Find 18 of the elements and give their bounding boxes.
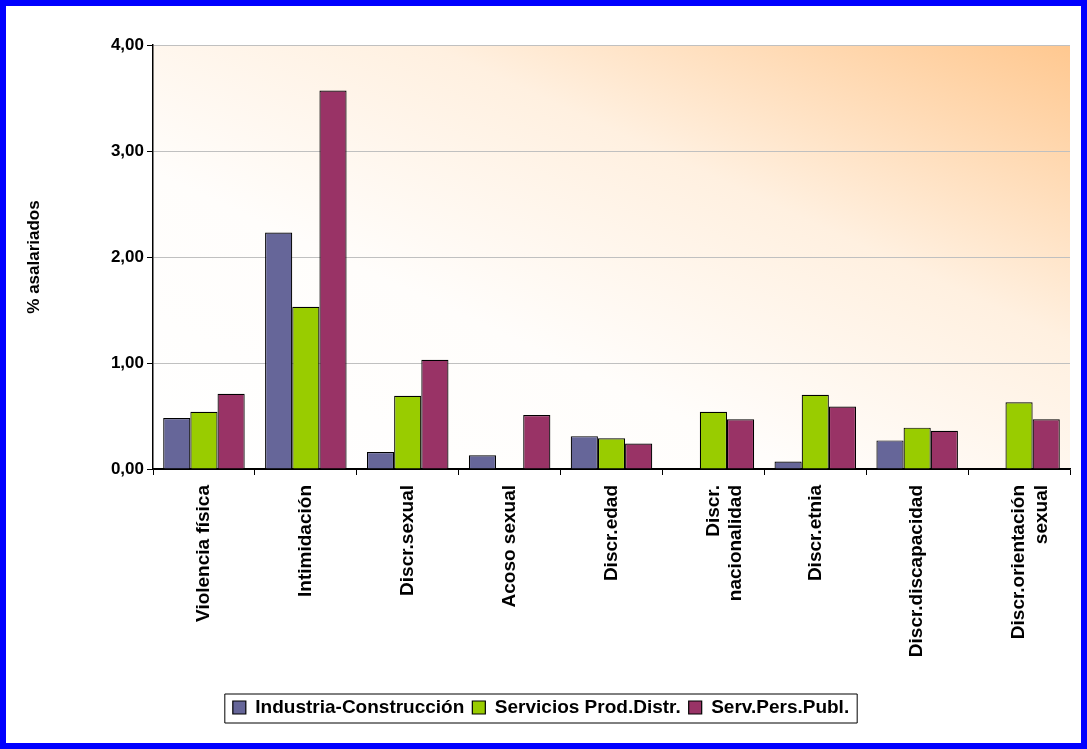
legend-label: Industria-Construcción [255, 695, 465, 717]
legend-label: Servicios Prod.Distr. [494, 695, 681, 717]
y-tick-label: 1,00 [110, 352, 144, 372]
legend-label: Serv.Pers.Publ. [711, 695, 850, 717]
y-tick-label: 0,00 [110, 458, 144, 478]
x-tick-label: Discr.etnia [803, 484, 825, 582]
x-tick-label: Discr.sexual [395, 485, 417, 596]
y-tick-label: 3,00 [110, 140, 144, 160]
x-tick-label: Violencia física [192, 484, 214, 622]
y-tick-label: 4,00 [110, 34, 144, 54]
x-tick-label: Intimidación [294, 485, 316, 597]
x-tick-label: Discr.discapacidad [905, 485, 927, 658]
y-axis-title: % asalariados [23, 200, 43, 314]
y-tick-label: 2,00 [110, 246, 144, 266]
x-tick-label: Discr. nacionalidad [701, 485, 746, 602]
x-tick-label: Discr.edad [599, 485, 621, 582]
x-tick-label: Discr.orientación sexual [1007, 485, 1052, 640]
x-tick-label: Acoso sexual [497, 485, 519, 608]
